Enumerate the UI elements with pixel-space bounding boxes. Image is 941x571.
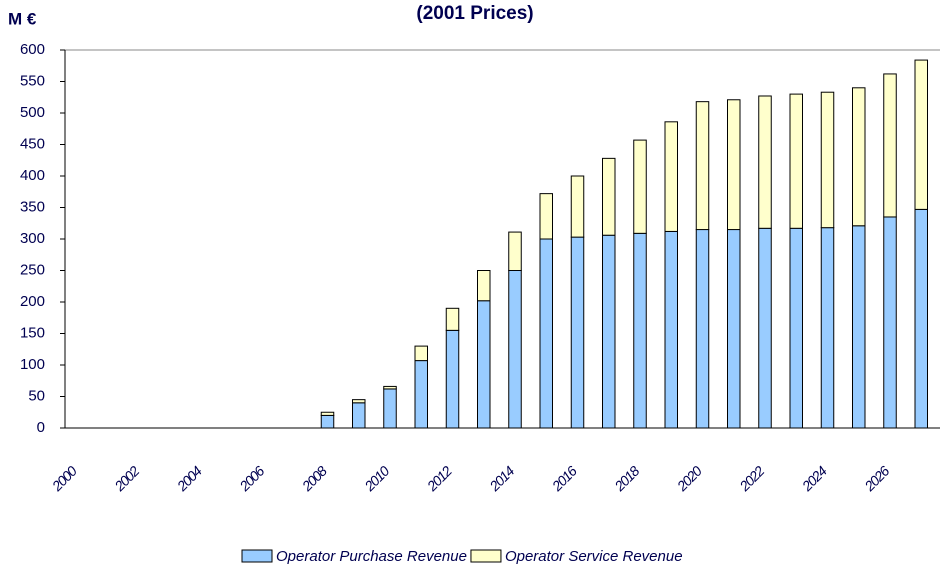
bar-segment [820, 91, 835, 229]
x-tick-label: 2018 [611, 463, 643, 495]
bar-segment [570, 175, 585, 238]
bar-segment [352, 399, 366, 404]
bar-segment [320, 414, 335, 429]
y-tick-label: 300 [20, 230, 45, 247]
bar-segment [383, 388, 397, 429]
bar-segment [664, 230, 678, 429]
y-tick-label: 50 [28, 387, 45, 404]
bar-segment [570, 236, 585, 429]
bar-segment [883, 216, 897, 429]
x-tick-label: 2008 [298, 463, 330, 495]
y-tick-label: 100 [20, 356, 45, 373]
bar-segment [883, 73, 897, 218]
bar-segment [727, 99, 741, 231]
bar-segment [914, 208, 928, 429]
legend-label: Operator Purchase Revenue [276, 548, 467, 565]
y-tick-label: 0 [37, 419, 45, 436]
legend-label: Operator Service Revenue [505, 548, 683, 565]
bar-segment [539, 238, 553, 429]
bar-segment [852, 225, 866, 429]
bar-segment [633, 232, 647, 429]
bar-segment [352, 402, 366, 429]
legend-swatch [470, 549, 502, 563]
x-tick-label: 2012 [423, 463, 455, 495]
x-tick-label: 2002 [111, 463, 143, 495]
y-tick-label: 600 [20, 41, 45, 58]
x-tick-label: 2022 [736, 463, 768, 495]
bar-segment [445, 329, 460, 429]
legend-swatch [241, 549, 273, 563]
bar-segment [445, 307, 460, 331]
bar-segment [695, 229, 710, 429]
bar-segment [414, 360, 428, 429]
bar-segment [602, 234, 616, 429]
x-tick-label: 2016 [548, 463, 580, 495]
y-tick-label: 450 [20, 135, 45, 152]
bar-segment [383, 385, 397, 390]
bar-segment [727, 229, 741, 429]
y-tick-label: 500 [20, 104, 45, 121]
chart-title: (2001 Prices) [416, 3, 533, 24]
bar-segment [758, 227, 772, 429]
bar-segment [320, 411, 335, 416]
x-tick-label: 2004 [173, 463, 205, 495]
x-tick-label: 2026 [861, 463, 893, 495]
x-tick-label: 2000 [48, 463, 80, 495]
bar-segment [758, 95, 772, 229]
y-axis-label: M € [8, 9, 37, 28]
y-tick-label: 150 [20, 324, 45, 341]
bar-segment [820, 227, 835, 429]
bar-segment [477, 270, 491, 302]
x-tick-label: 2006 [236, 463, 268, 495]
x-tick-label: 2010 [361, 463, 393, 495]
y-tick-label: 550 [20, 72, 45, 89]
bar-segment [633, 139, 647, 234]
y-tick-label: 350 [20, 198, 45, 215]
bar-segment [414, 345, 428, 362]
y-tick-label: 200 [20, 293, 45, 310]
bar-segment [789, 227, 803, 429]
bar-segment [852, 87, 866, 227]
bar-segment [508, 231, 522, 272]
bar-segment [914, 59, 928, 210]
x-tick-label: 2024 [798, 463, 830, 495]
bar-segment [664, 121, 678, 232]
bar-segment [789, 93, 803, 229]
bar-segment [508, 270, 522, 429]
y-tick-label: 400 [20, 167, 45, 184]
bar-segment [477, 300, 491, 429]
x-tick-label: 2020 [673, 463, 705, 495]
bar-segment [539, 193, 553, 240]
y-tick-label: 250 [20, 261, 45, 278]
x-tick-label: 2014 [486, 463, 518, 495]
bar-segment [602, 157, 616, 236]
bar-segment [695, 101, 710, 231]
